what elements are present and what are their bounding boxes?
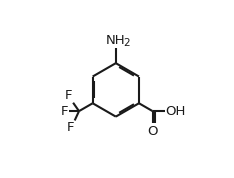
- Text: NH: NH: [106, 34, 126, 47]
- Text: F: F: [67, 121, 74, 134]
- Text: F: F: [65, 89, 73, 102]
- Text: OH: OH: [165, 105, 186, 118]
- Text: F: F: [60, 105, 68, 118]
- Text: 2: 2: [123, 38, 130, 48]
- Text: O: O: [147, 125, 158, 138]
